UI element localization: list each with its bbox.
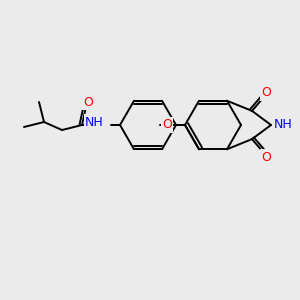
- Text: O: O: [162, 118, 172, 131]
- Text: NH: NH: [274, 118, 293, 131]
- Text: O: O: [83, 95, 93, 109]
- Text: O: O: [261, 151, 271, 164]
- Text: NH: NH: [85, 116, 104, 128]
- Text: O: O: [261, 86, 271, 99]
